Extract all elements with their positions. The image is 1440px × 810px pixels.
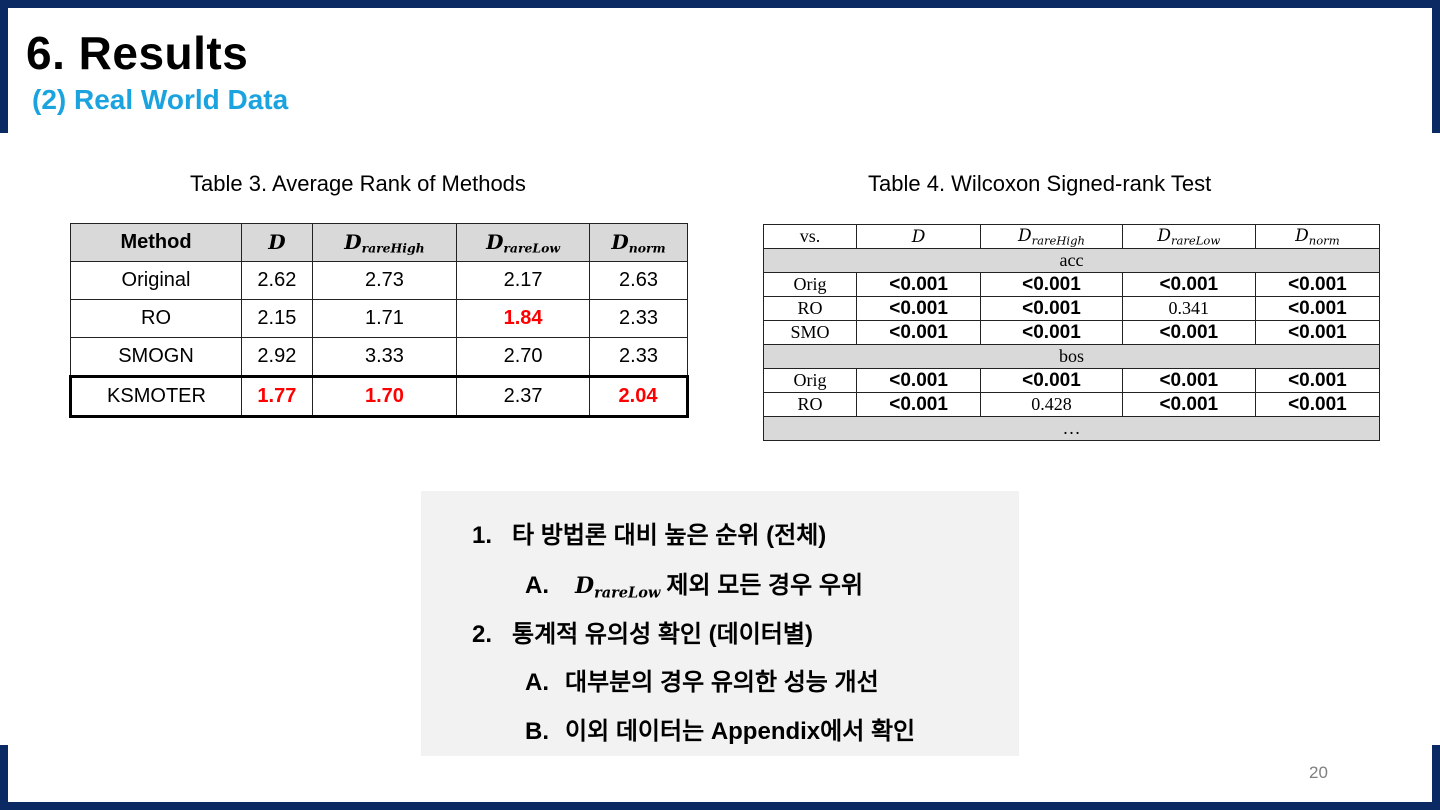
header-method: Method (70, 223, 242, 262)
cell-norm: <0.001 (1254, 296, 1381, 321)
table4-header-row: vs. D DrareHigh DrareLow Dnorm (763, 224, 1381, 249)
left-bottom-edge (0, 745, 8, 810)
cell-norm: 2.63 (589, 261, 688, 300)
cell-vs: RO (763, 296, 857, 321)
table3-header-row: Method D DrareHigh DrareLow Dnorm (70, 223, 688, 262)
header-d-rare-high: DrareHigh (980, 224, 1123, 249)
cell-rare-high: <0.001 (980, 320, 1123, 345)
cell-d: <0.001 (855, 320, 982, 345)
cell-rare-low: 2.70 (456, 337, 590, 377)
summary-item-2: 2. 통계적 유의성 확인 (데이터별) (472, 621, 813, 648)
page-number: 20 (1309, 763, 1328, 782)
cell-rare-high: 3.33 (311, 337, 458, 377)
cell-rare-high: 1.71 (311, 299, 458, 338)
table4-caption: Table 4. Wilcoxon Signed-rank Test (868, 171, 1212, 196)
header-vs: vs. (763, 224, 857, 249)
summary-box (421, 491, 1019, 756)
cell-rare-low: 2.37 (456, 375, 590, 418)
header-d-rare-high: DrareHigh (311, 223, 458, 262)
average-rank-table: Method D DrareHigh DrareLow Dnorm Origin… (69, 223, 689, 418)
cell-rare-low: <0.001 (1121, 368, 1256, 393)
cell-method: RO (70, 299, 242, 338)
summary-item-2a: A. 대부분의 경우 유의한 성능 개선 (525, 669, 879, 696)
cell-rare-high: <0.001 (980, 296, 1123, 321)
header-d-rare-low: DrareLow (456, 223, 590, 262)
wilcoxon-test-table: vs. D DrareHigh DrareLow Dnorm acc Orig … (763, 224, 1381, 441)
cell-rare-low: 0.341 (1121, 296, 1256, 321)
table-row-highlighted: KSMOTER 1.77 1.70 2.37 2.04 (69, 375, 689, 418)
top-border-bar (0, 0, 1440, 8)
table-row: RO 2.15 1.71 1.84 2.33 (70, 299, 688, 338)
cell-rare-high: 0.428 (980, 392, 1123, 417)
cell-d-best: 1.77 (241, 375, 313, 418)
right-top-edge (1432, 0, 1440, 133)
header-d-rare-low: DrareLow (1121, 224, 1256, 249)
ellipsis-cell: … (763, 416, 1380, 441)
d-rare-low-symbol: DrareLow (575, 573, 661, 602)
cell-vs: Orig (763, 272, 857, 297)
header-d-norm: Dnorm (589, 223, 688, 262)
cell-d: <0.001 (855, 296, 982, 321)
cell-rare-high: <0.001 (980, 272, 1123, 297)
ellipsis-row: … (763, 416, 1380, 441)
group-row-bos: bos (763, 344, 1380, 369)
header-d-norm: Dnorm (1254, 224, 1381, 249)
table-row: RO <0.001 0.428 <0.001 <0.001 (763, 392, 1381, 417)
cell-d: 2.92 (241, 337, 313, 377)
cell-d: <0.001 (855, 392, 982, 417)
table-row: RO <0.001 <0.001 0.341 <0.001 (763, 296, 1381, 321)
summary-item-1a: A. DrareLow 제외 모든 경우 우위 (525, 572, 864, 602)
cell-d: <0.001 (855, 272, 982, 297)
cell-d: 2.15 (241, 299, 313, 338)
summary-item-2b: B. 이외 데이터는 Appendix에서 확인 (525, 718, 916, 745)
cell-rare-high-best: 1.70 (311, 375, 458, 418)
table-row: Original 2.62 2.73 2.17 2.63 (70, 261, 688, 300)
cell-rare-high: <0.001 (980, 368, 1123, 393)
slide-subtitle: (2) Real World Data (32, 84, 289, 115)
group-label: bos (763, 344, 1380, 369)
summary-item-1: 1. 타 방법론 대비 높은 순위 (전체) (472, 522, 827, 549)
slide-title: 6. Results (26, 27, 249, 79)
header-d: D (855, 224, 982, 249)
cell-vs: RO (763, 392, 857, 417)
table-row: SMO <0.001 <0.001 <0.001 <0.001 (763, 320, 1381, 345)
left-top-edge (0, 0, 8, 133)
table-row: Orig <0.001 <0.001 <0.001 <0.001 (763, 368, 1381, 393)
cell-norm: 2.33 (589, 337, 688, 377)
cell-norm: <0.001 (1254, 320, 1381, 345)
cell-norm: <0.001 (1254, 368, 1381, 393)
group-row-acc: acc (763, 248, 1380, 273)
cell-norm: <0.001 (1254, 392, 1381, 417)
cell-d: <0.001 (855, 368, 982, 393)
cell-rare-low: <0.001 (1121, 272, 1256, 297)
cell-method: KSMOTER (69, 375, 242, 418)
cell-norm-best: 2.04 (589, 375, 689, 418)
table-row: SMOGN 2.92 3.33 2.70 2.33 (70, 337, 688, 377)
cell-norm: 2.33 (589, 299, 688, 338)
cell-vs: Orig (763, 368, 857, 393)
cell-method: SMOGN (70, 337, 242, 377)
group-label: acc (763, 248, 1380, 273)
cell-rare-low: <0.001 (1121, 392, 1256, 417)
cell-rare-low: <0.001 (1121, 320, 1256, 345)
bottom-border-bar (0, 802, 1440, 810)
right-bottom-edge (1432, 745, 1440, 810)
table-row: Orig <0.001 <0.001 <0.001 <0.001 (763, 272, 1381, 297)
cell-d: 2.62 (241, 261, 313, 300)
table3-caption: Table 3. Average Rank of Methods (190, 171, 526, 196)
cell-vs: SMO (763, 320, 857, 345)
cell-method: Original (70, 261, 242, 300)
cell-rare-high: 2.73 (311, 261, 458, 300)
header-d: D (241, 223, 313, 262)
cell-norm: <0.001 (1254, 272, 1381, 297)
cell-rare-low-best: 1.84 (456, 299, 590, 338)
cell-rare-low: 2.17 (456, 261, 590, 300)
